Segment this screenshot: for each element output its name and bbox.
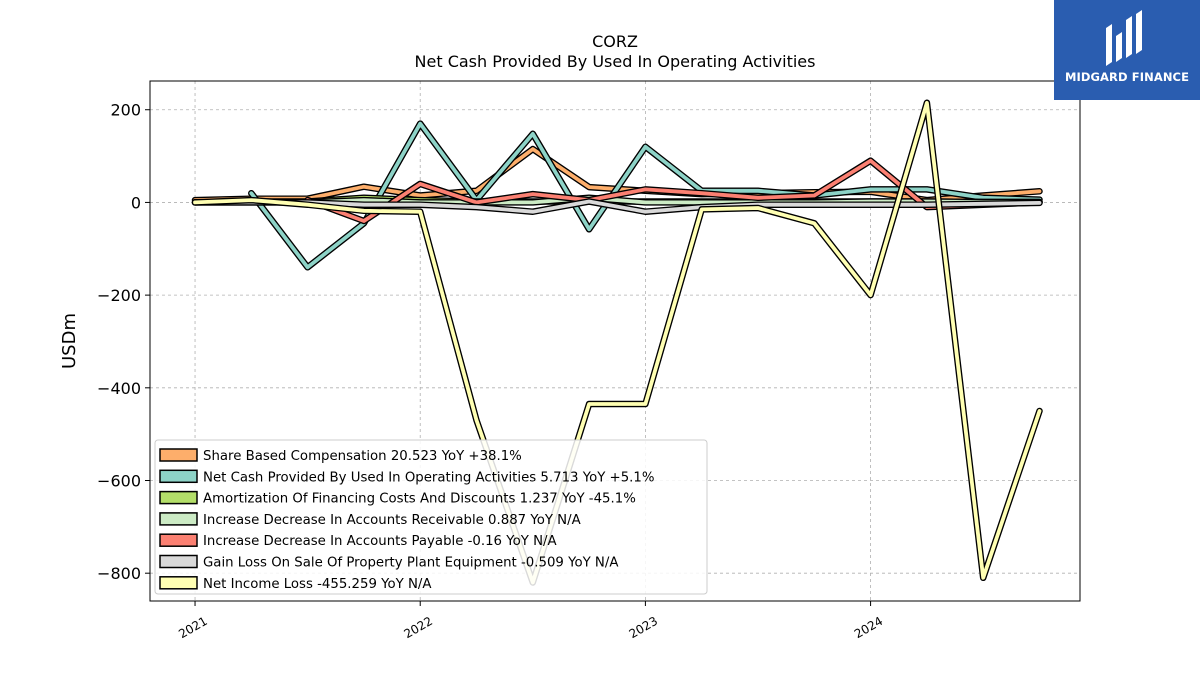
series-stroke [193,100,1042,585]
x-axis: 2021 2022 2023 2024 [176,601,885,641]
y-tick-label: 200 [110,101,141,120]
y-tick-label: −200 [97,286,141,305]
y-tick-label: −400 [97,379,141,398]
x-tick-label: 2023 [627,614,660,641]
legend-entry: Amortization Of Financing Costs And Disc… [203,492,636,507]
chart-title: CORZ [592,32,638,51]
legend-swatch [159,490,198,505]
legend-swatch [159,512,198,526]
brand-name: MIDGARD FINANCE [1064,70,1190,84]
series-line-7 [191,99,1043,586]
x-tick-label: 2022 [401,614,434,641]
y-axis: 200 0 −200 −400 −600 −800 USDm [59,101,150,583]
axes-frame [149,80,1081,602]
legend-swatch [159,448,198,462]
legend-swatch [159,554,198,569]
brand-logo-icon [1106,10,1142,66]
legend-entry: Gain Loss On Sale Of Property Plant Equi… [203,556,618,571]
x-tick-label: 2021 [176,614,209,641]
y-axis-label: USDm [59,313,80,369]
legend-entry: Increase Decrease In Accounts Receivable… [203,513,581,528]
brand-logo: MIDGARD FINANCE [1054,0,1200,100]
legend: Share Based Compensation 20.523 YoY +38.… [154,439,708,595]
legend-entry: Net Income Loss -455.259 YoY N/A [203,577,432,592]
legend-entry: Share Based Compensation 20.523 YoY +38.… [203,449,522,464]
series-line-5 [304,157,1043,225]
legend-box [154,439,708,595]
legend-swatch [159,533,198,547]
legend-swatch [159,576,198,590]
y-tick-label: −600 [97,472,141,491]
series-group [191,99,1043,586]
series-stroke [305,158,1042,223]
y-tick-label: −800 [97,564,141,583]
chart-subtitle: Net Cash Provided By Used In Operating A… [414,52,816,71]
legend-swatch [159,469,198,484]
legend-entry: Increase Decrease In Accounts Payable -0… [203,534,557,549]
x-tick-label: 2024 [852,614,885,641]
y-tick-label: 0 [131,193,141,212]
legend-entry: Net Cash Provided By Used In Operating A… [203,470,654,485]
